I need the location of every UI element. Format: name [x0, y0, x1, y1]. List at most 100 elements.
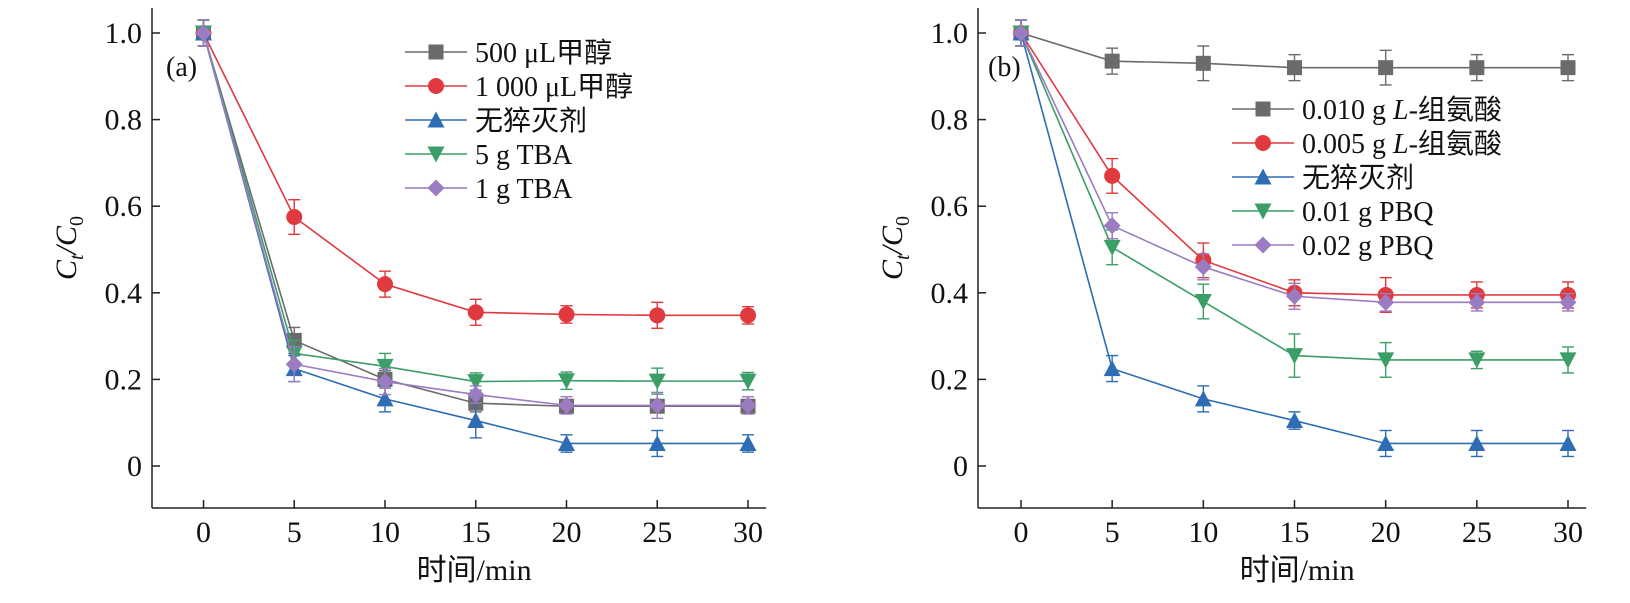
- data-point: [1104, 53, 1120, 69]
- data-point: [376, 390, 394, 407]
- x-tick-label: 5: [1105, 516, 1120, 549]
- data-point: [739, 434, 757, 451]
- legend-entry: 无猝灭剂: [1302, 162, 1414, 194]
- y-tick-label: 1.0: [931, 17, 969, 50]
- legend-marker: [427, 146, 445, 163]
- x-tick-label: 10: [1188, 516, 1218, 549]
- legend-entry: 1 g TBA: [475, 174, 573, 205]
- x-axis-title: 时间/min: [417, 554, 532, 587]
- data-point: [1194, 293, 1212, 310]
- data-point: [1468, 352, 1486, 369]
- data-point: [1103, 360, 1121, 377]
- chart-panel-1: 0 5 10 15 20 25 3000.20.40.60.81.0时间/minCt/C0(…: [50, 8, 767, 587]
- x-tick-label: 0: [196, 516, 211, 549]
- series-5: [195, 19, 757, 420]
- x-tick-label: 20: [1371, 516, 1401, 549]
- data-point: [739, 396, 757, 414]
- legend-marker: [428, 44, 444, 60]
- legend-marker: [427, 179, 445, 197]
- data-point: [1559, 434, 1577, 451]
- y-tick-label: 0.6: [105, 190, 143, 223]
- data-point: [467, 304, 484, 321]
- y-tick-label: 0: [953, 450, 968, 483]
- legend-entry: 5 g TBA: [475, 140, 573, 171]
- legend-entry: 0.01 g PBQ: [1302, 197, 1433, 228]
- data-point: [1286, 348, 1303, 365]
- y-title-subscript: t: [66, 254, 88, 260]
- legend-entry: 0.02 g PBQ: [1302, 231, 1433, 262]
- legend-marker: [1255, 135, 1271, 151]
- y-tick-label: 0: [127, 450, 142, 483]
- data-point: [1104, 167, 1121, 184]
- data-point: [1559, 293, 1577, 311]
- y-axis-title: Ct/C0: [876, 216, 914, 280]
- data-point: [467, 412, 485, 429]
- y-tick-label: 0.8: [105, 104, 143, 137]
- legend-text-part: 0.010 g: [1302, 95, 1393, 126]
- legend-text-part: -组氨酸: [1409, 128, 1502, 160]
- data-point: [1559, 352, 1577, 369]
- legend-text-part: 0.005 g: [1302, 129, 1393, 160]
- data-point: [285, 355, 303, 373]
- x-tick-label: 15: [461, 516, 491, 549]
- data-point: [648, 396, 666, 414]
- x-tick-label: 25: [642, 516, 672, 549]
- data-point: [195, 24, 212, 42]
- data-point: [1012, 24, 1030, 42]
- series-line: [1020, 32, 1568, 361]
- legend-entry: 0.010 g L-组氨酸: [1302, 94, 1502, 126]
- data-point: [1103, 217, 1121, 235]
- data-point: [1286, 287, 1303, 305]
- x-axis-title: 时间/min: [1240, 554, 1355, 587]
- y-tick-label: 0.4: [105, 277, 143, 310]
- legend-marker: [1254, 236, 1272, 254]
- y-tick-label: 0.6: [931, 190, 969, 223]
- panel-label: (a): [166, 52, 197, 83]
- data-point: [739, 373, 757, 390]
- legend-marker: [428, 78, 444, 94]
- data-point: [1377, 434, 1395, 451]
- legend-entry: 1 000 μL甲醇: [475, 71, 633, 103]
- y-tick-label: 0.4: [931, 277, 969, 310]
- legend-entry: 0.005 g L-组氨酸: [1302, 128, 1502, 160]
- y-title-subscript: 0: [66, 216, 88, 226]
- data-point: [1468, 293, 1486, 311]
- y-tick-label: 0.2: [105, 363, 143, 396]
- y-tick-label: 0.2: [931, 363, 969, 396]
- legend-text-italic: L: [1392, 95, 1409, 126]
- y-title-part: C: [876, 259, 909, 280]
- data-point: [1194, 258, 1212, 276]
- data-point: [558, 306, 575, 323]
- data-point: [376, 358, 394, 375]
- x-tick-label: 30: [1553, 516, 1583, 549]
- data-point: [648, 373, 666, 390]
- series-5: [1012, 19, 1577, 312]
- series-3: [1012, 19, 1577, 458]
- data-point: [648, 434, 666, 451]
- data-point: [1469, 60, 1485, 76]
- y-title-part: C: [50, 259, 83, 280]
- legend-marker: [1254, 203, 1272, 220]
- x-tick-label: 10: [370, 516, 400, 549]
- data-point: [740, 307, 756, 324]
- data-point: [558, 396, 575, 414]
- y-title-part: /C: [50, 225, 83, 256]
- data-point: [1377, 352, 1395, 369]
- y-title-subscript: t: [892, 254, 914, 260]
- x-tick-label: 30: [733, 516, 763, 549]
- data-point: [376, 373, 394, 391]
- data-point: [1195, 55, 1211, 71]
- panel-label: (b): [988, 52, 1021, 83]
- x-tick-label: 25: [1462, 516, 1492, 549]
- data-point: [558, 373, 575, 390]
- data-point: [1286, 412, 1303, 429]
- data-point: [1560, 60, 1576, 76]
- data-point: [1468, 434, 1486, 451]
- data-point: [649, 307, 666, 324]
- legend-marker: [1254, 168, 1272, 185]
- x-tick-label: 0: [1014, 516, 1029, 549]
- y-tick-label: 1.0: [105, 17, 143, 50]
